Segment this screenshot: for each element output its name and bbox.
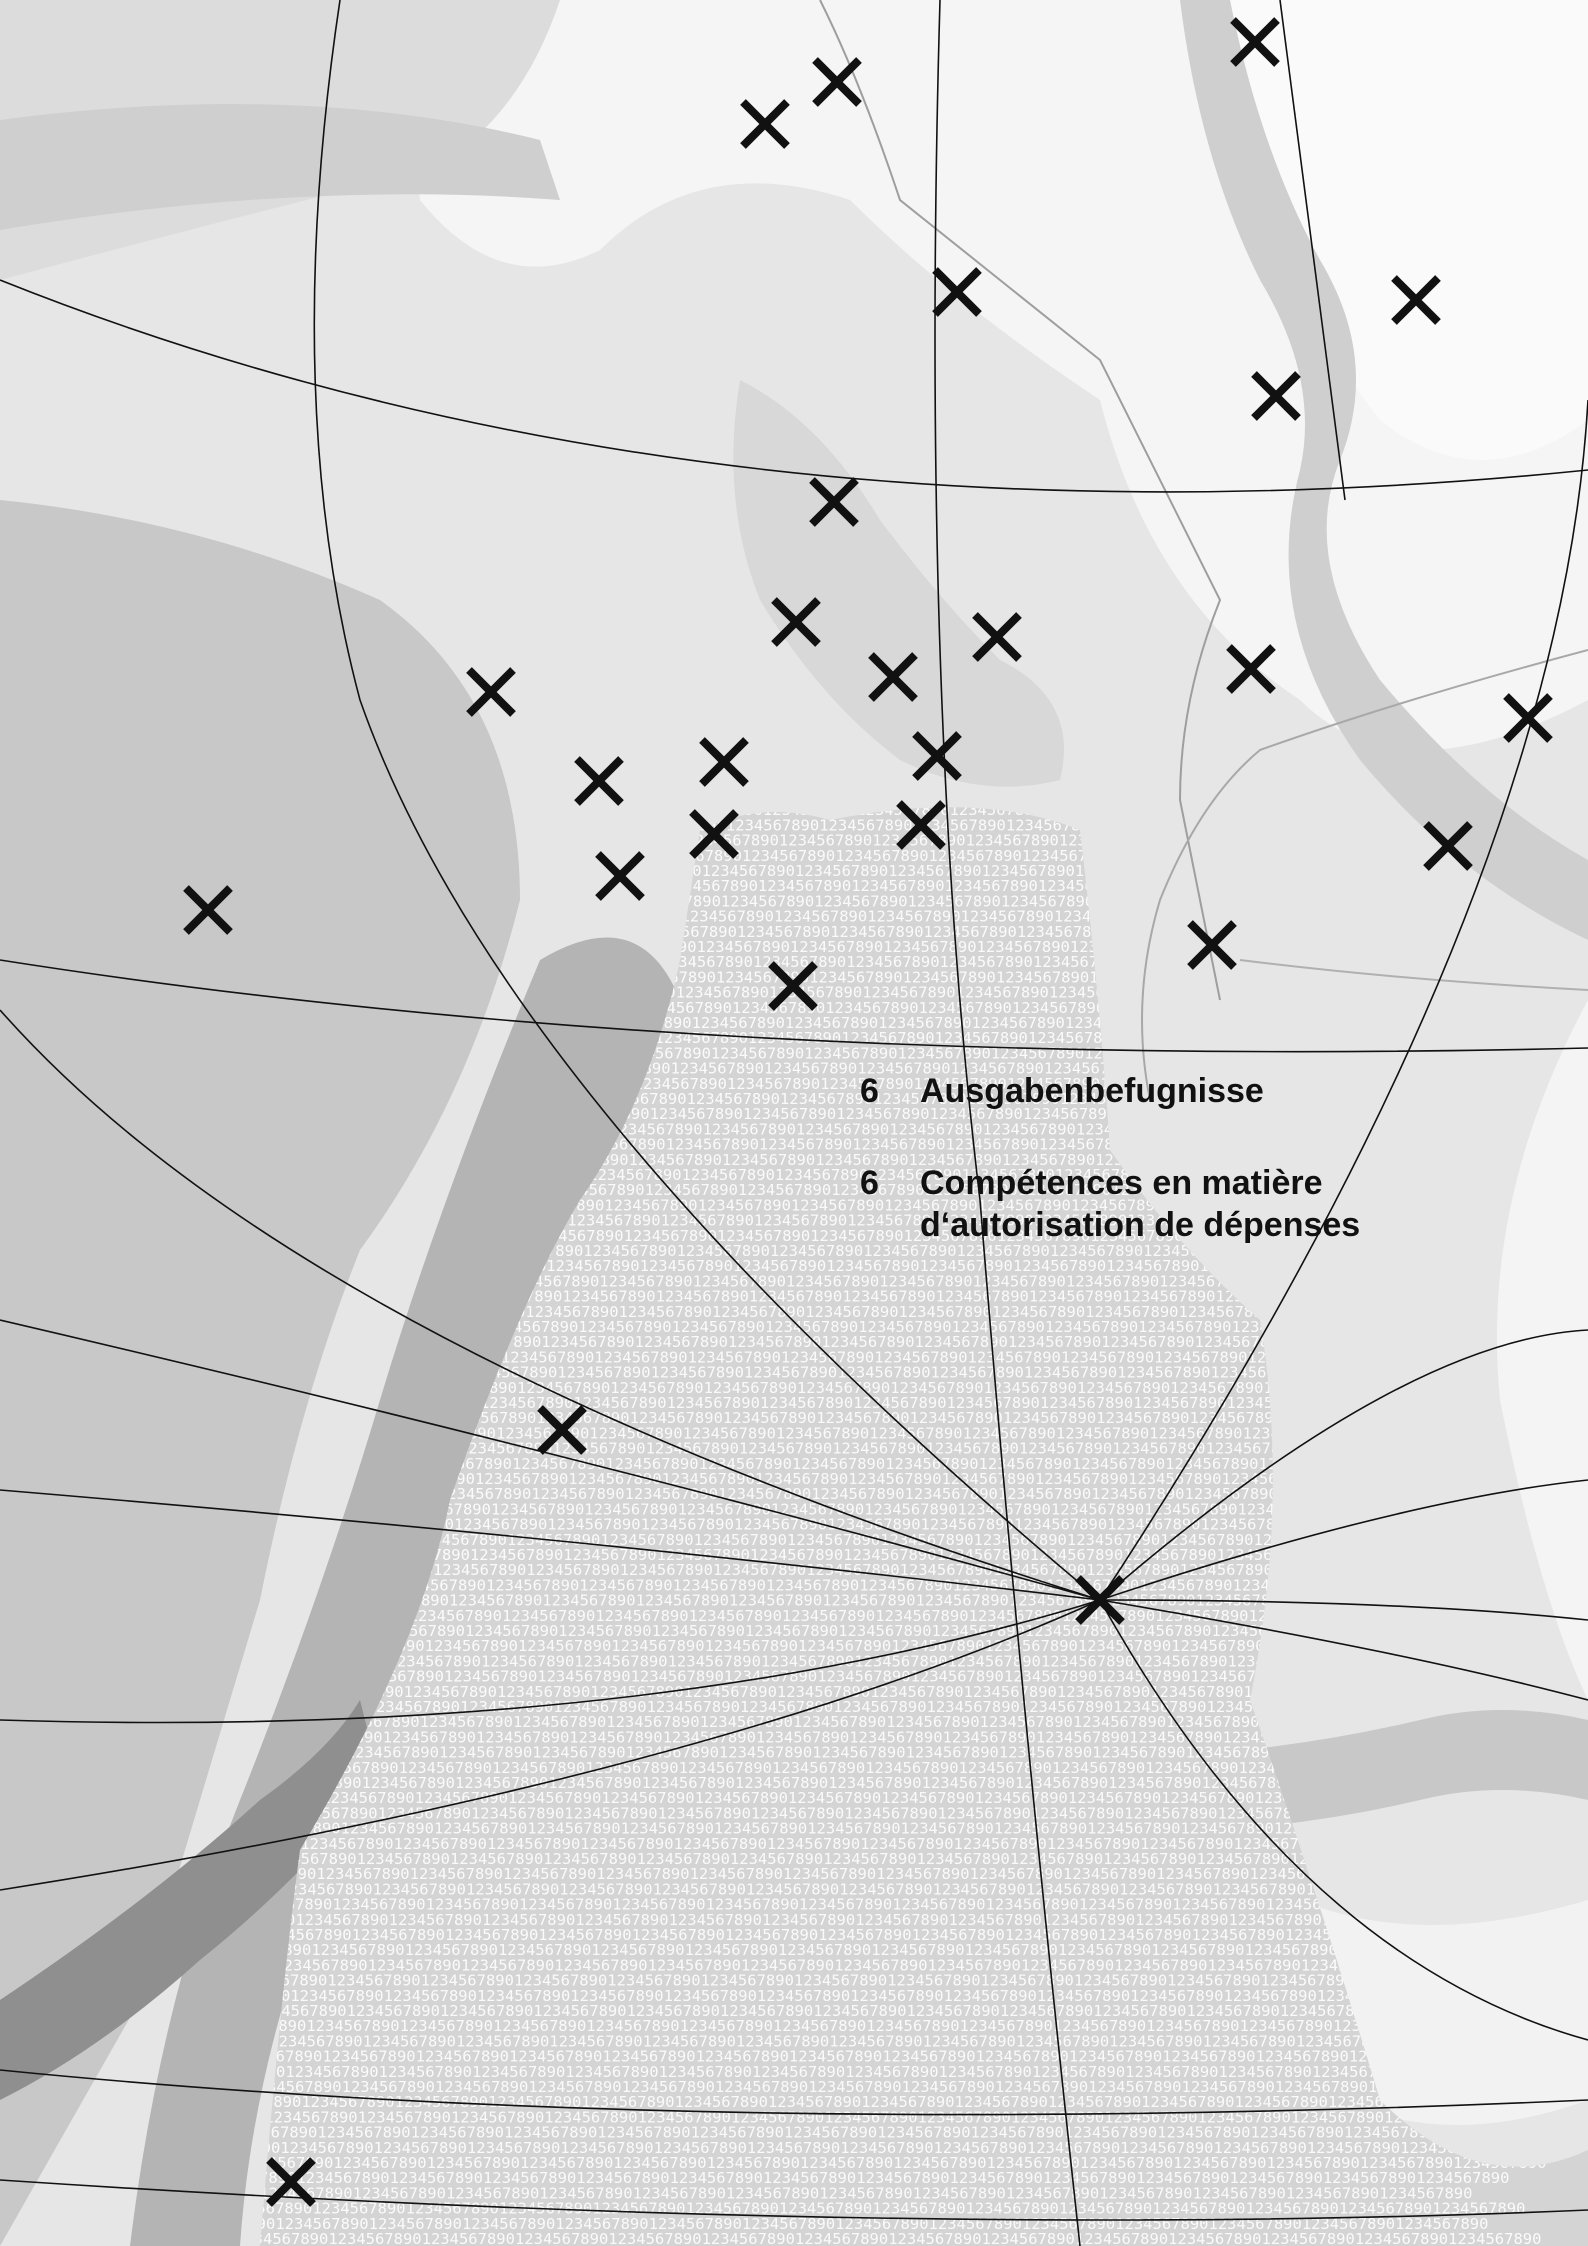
digit-row: 1234567890123456789012345678901234567890…: [206, 1576, 1512, 1594]
digit-row: 1234567890123456789012345678901234567890…: [165, 1926, 1471, 1944]
x-marker-icon: [896, 800, 946, 850]
digit-row: 1234567890123456789012345678901234567890…: [232, 1455, 1538, 1473]
digit-row: 1234567890123456789012345678901234567890…: [169, 1592, 1475, 1610]
digit-row: 1234567890123456789012345678901234567890…: [189, 1288, 1495, 1306]
digit-row: 1234567890123456789012345678901234567890…: [180, 1698, 1486, 1716]
digit-row: 1234567890123456789012345678901234567890…: [237, 1379, 1543, 1397]
x-marker-icon: [1391, 275, 1441, 325]
digit-row: 1234567890123456789012345678901234567890…: [166, 2184, 1472, 2202]
x-marker-icon: [1503, 693, 1553, 743]
digit-row: 1234567890123456789012345678901234567890…: [203, 2169, 1509, 2187]
digit-row: 1234567890123456789012345678901234567890…: [202, 1911, 1508, 1929]
digit-row: 1234567890123456789012345678901234567890…: [176, 2032, 1482, 2050]
digit-row: 1234567890123456789012345678901234567890…: [197, 1987, 1503, 2005]
digit-row: 1234567890123456789012345678901234567890…: [219, 2200, 1525, 2218]
digit-row: 1234567890123456789012345678901234567890…: [184, 1364, 1490, 1382]
digit-row: 1234567890123456789012345678901234567890…: [234, 1972, 1540, 1990]
digit-row: 1234567890123456789012345678901234567890…: [159, 1744, 1465, 1762]
digit-row: 1234567890123456789012345678901234567890…: [228, 1789, 1534, 1807]
digit-row: 1234567890123456789012345678901234567890…: [179, 1440, 1485, 1458]
section-title-fr: Compétences en matière d‘autorisation de…: [920, 1162, 1360, 1246]
x-marker-icon: [266, 2157, 316, 2207]
digit-row: 1234567890123456789012345678901234567890…: [218, 1941, 1524, 1959]
digit-row: 1234567890123456789012345678901234567890…: [200, 1394, 1506, 1412]
digit-row: 1234567890123456789012345678901234567890…: [216, 1424, 1522, 1442]
x-marker-icon: [972, 612, 1022, 662]
x-marker-icon: [537, 1405, 587, 1455]
digit-row: 1234567890123456789012345678901234567890…: [190, 1546, 1496, 1564]
digit-row: 1234567890123456789012345678901234567890…: [168, 1333, 1474, 1351]
digit-row: 1234567890123456789012345678901234567890…: [155, 2078, 1461, 2096]
digit-row: 1234567890123456789012345678901234567890…: [174, 1516, 1480, 1534]
digit-row: 1234567890123456789012345678901234567890…: [226, 1272, 1532, 1290]
digit-row: 1234567890123456789012345678901234567890…: [222, 1607, 1528, 1625]
digit-row: 1234567890123456789012345678901234567890…: [191, 1804, 1497, 1822]
x-marker-icon: [1230, 17, 1280, 67]
digit-row: 1234567890123456789012345678901234567890…: [187, 2139, 1493, 2157]
digit-row: 1234567890123456789012345678901234567890…: [186, 1880, 1492, 1898]
x-marker-icon: [1075, 1575, 1125, 1625]
digit-row: 1234567890123456789012345678901234567890…: [163, 1409, 1469, 1427]
x-marker-icon: [932, 267, 982, 317]
digit-row: 1234567890123456789012345678901234567890…: [158, 1485, 1464, 1503]
x-marker-icon: [912, 731, 962, 781]
digit-row: 1234567890123456789012345678901234567890…: [229, 2048, 1535, 2066]
digit-row: 1234567890123456789012345678901234567890…: [173, 1257, 1479, 1275]
x-marker-icon: [740, 99, 790, 149]
digit-row: 1234567890123456789012345678901234567890…: [152, 1303, 1458, 1321]
digit-row: 1234567890123456789012345678901234567890…: [181, 1956, 1487, 1974]
digit-row: 1234567890123456789012345678901234567890…: [239, 1896, 1545, 1914]
digit-row: 1234567890123456789012345678901234567890…: [240, 2154, 1546, 2172]
x-marker-icon: [868, 652, 918, 702]
marker-layer: [183, 17, 1553, 2207]
digit-row: 1234567890123456789012345678901234567890…: [170, 1850, 1476, 1868]
digit-row: 1234567890123456789012345678901234567890…: [227, 1531, 1533, 1549]
digit-row: 1234567890123456789012345678901234567890…: [160, 2002, 1466, 2020]
x-marker-icon: [1226, 644, 1276, 694]
digit-row: 1234567890123456789012345678901234567890…: [211, 1500, 1517, 1518]
digit-row: 1234567890123456789012345678901234567890…: [207, 1835, 1513, 1853]
digit-row: 1234567890123456789012345678901234567890…: [196, 1728, 1502, 1746]
digit-row: 1234567890123456789012345678901234567890…: [185, 1622, 1491, 1640]
digit-row: 1234567890123456789012345678901234567890…: [235, 2230, 1541, 2246]
x-marker-icon: [1187, 920, 1237, 970]
digit-row: 1234567890123456789012345678901234567890…: [201, 1652, 1507, 1670]
digit-row: 1234567890123456789012345678901234567890…: [154, 1820, 1460, 1838]
x-marker-icon: [1423, 821, 1473, 871]
digit-row: 1234567890123456789012345678901234567890…: [153, 1561, 1459, 1579]
x-marker-icon: [699, 737, 749, 787]
section-title-de: Ausgabenbefugnisse: [920, 1072, 1264, 1110]
x-marker-icon: [595, 851, 645, 901]
digit-row: 1234567890123456789012345678901234567890…: [213, 2017, 1519, 2035]
section-title-fr-line2: d‘autorisation de dépenses: [920, 1206, 1361, 1244]
digit-row: 1234567890123456789012345678901234567890…: [221, 1348, 1527, 1366]
x-marker-icon: [466, 667, 516, 717]
x-marker-icon: [574, 756, 624, 806]
digit-row: 1234567890123456789012345678901234567890…: [208, 2093, 1514, 2111]
x-marker-icon: [183, 885, 233, 935]
section-number-fr: 6: [860, 1164, 879, 1202]
digit-row: 1234567890123456789012345678901234567890…: [205, 1318, 1511, 1336]
digit-row: 1234567890123456789012345678901234567890…: [224, 2124, 1530, 2142]
x-marker-icon: [771, 597, 821, 647]
digit-row: 1234567890123456789012345678901234567890…: [217, 1683, 1523, 1701]
digit-row: 1234567890123456789012345678901234567890…: [164, 1668, 1470, 1686]
x-marker-icon: [689, 809, 739, 859]
section-title-fr-line1: Compétences en matière: [920, 1164, 1323, 1202]
digit-row: 1234567890123456789012345678901234567890…: [192, 2063, 1498, 2081]
x-marker-icon: [809, 477, 859, 527]
section-number-de: 6: [860, 1072, 879, 1110]
x-marker-icon: [1251, 371, 1301, 421]
digit-row: 1234567890123456789012345678901234567890…: [238, 1637, 1544, 1655]
digit-row: 1234567890123456789012345678901234567890…: [212, 1759, 1518, 1777]
digit-row: 1234567890123456789012345678901234567890…: [223, 1865, 1529, 1883]
x-marker-icon: [768, 961, 818, 1011]
digit-row: 1234567890123456789012345678901234567890…: [233, 1713, 1539, 1731]
x-marker-icon: [812, 57, 862, 107]
digit-row: 1234567890123456789012345678901234567890…: [195, 1470, 1501, 1488]
